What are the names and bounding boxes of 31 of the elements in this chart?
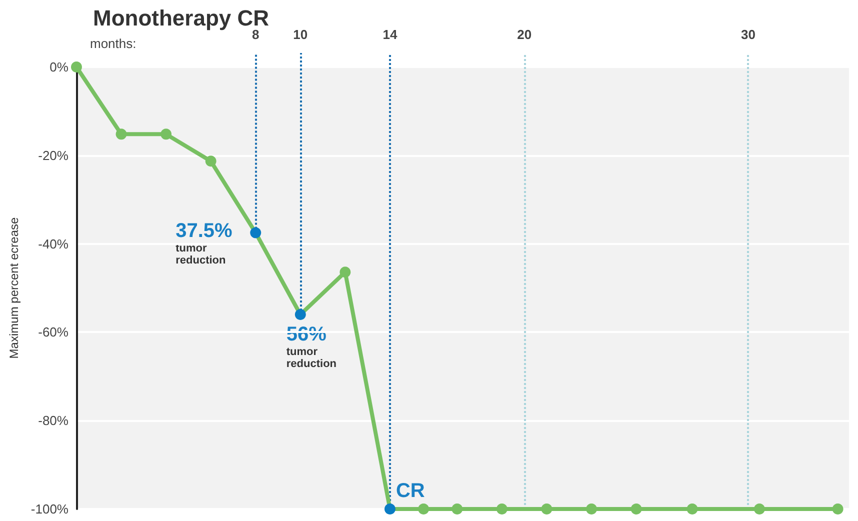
point <box>160 128 172 140</box>
y-tick-label: 0% <box>50 60 69 74</box>
x-tick-label: 20 <box>517 27 532 42</box>
point <box>754 504 765 514</box>
y-tick-label: -40% <box>38 236 69 252</box>
annotation: 37.5% tumor reduction <box>176 220 233 266</box>
x-tick-label: 30 <box>741 27 756 42</box>
x-tick-label: 14 <box>382 27 398 42</box>
y-tick-label: -20% <box>38 148 69 163</box>
point <box>452 504 463 514</box>
y-tick-label: -100% <box>30 502 69 516</box>
point <box>294 309 306 320</box>
point <box>586 504 597 514</box>
point <box>630 504 642 514</box>
point <box>116 128 127 140</box>
point <box>496 504 508 514</box>
point <box>832 504 844 514</box>
point <box>340 266 351 278</box>
point <box>384 504 396 514</box>
y-tick-label: -60% <box>38 324 69 340</box>
annotation: CR <box>396 480 426 502</box>
point <box>541 504 552 514</box>
text: months: <box>90 36 136 51</box>
x-tick-label: 10 <box>293 27 308 42</box>
point <box>205 156 216 167</box>
point <box>686 504 698 514</box>
point <box>250 227 262 238</box>
y-axis-title: Maximum percent ecrease <box>7 216 21 359</box>
point <box>418 504 430 514</box>
y-tick-label: -80% <box>38 413 69 428</box>
point <box>70 62 82 72</box>
